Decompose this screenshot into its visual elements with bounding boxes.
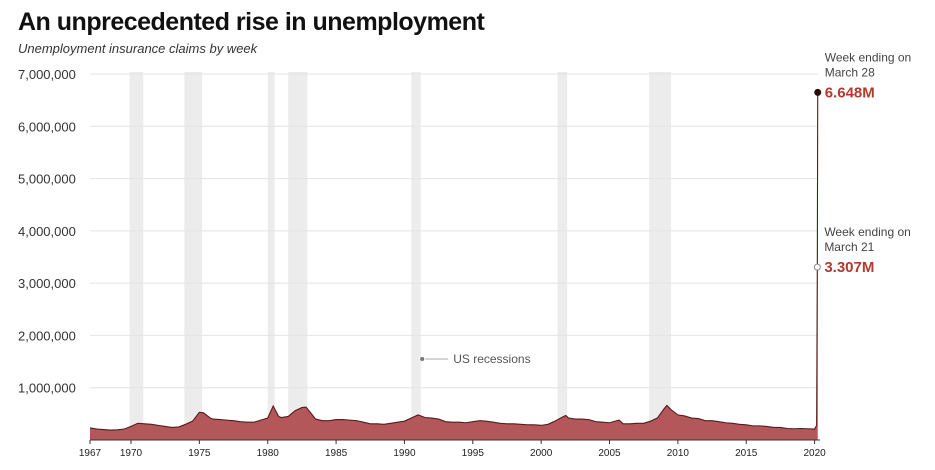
claims-area-series: [89, 92, 819, 441]
x-tick-label: 1995: [462, 448, 485, 459]
x-tick-label: 1967: [79, 448, 102, 459]
annotation-point-march21: [813, 263, 821, 271]
x-tick-label: 1985: [325, 448, 348, 459]
annotation-text-march21-line2: March 21: [824, 240, 874, 254]
annotation-value-march28: 6.648M: [825, 84, 875, 101]
recession-band-4: [411, 72, 421, 440]
chart-subtitle: Unemployment insurance claims by week: [18, 41, 258, 56]
annotation-point-march28: [814, 88, 822, 96]
annotation-text-march28-line2: March 28: [825, 65, 875, 79]
y-tick-label: 1,000,000: [18, 381, 76, 396]
y-tick-label: 2,000,000: [18, 328, 76, 343]
recession-band-6: [649, 72, 672, 440]
y-tick-label: 4,000,000: [18, 224, 76, 239]
x-tick-label: 2010: [667, 448, 690, 459]
annotation-text-march21-line1: Week ending on: [824, 225, 911, 239]
recession-band-5: [557, 72, 568, 440]
chart-title: An unprecedented rise in unemployment: [18, 8, 485, 36]
y-tick-label: 7,000,000: [18, 67, 76, 82]
y-tick-label: 3,000,000: [18, 276, 76, 291]
x-tick-label: 2015: [735, 448, 758, 459]
y-tick-label: 6,000,000: [18, 119, 76, 134]
annotation-text-march28-line1: Week ending on: [825, 50, 912, 64]
recession-label: US recessions: [453, 352, 530, 366]
axes: 1,000,000 2,000,000 3,000,000 4,000,000 5,00…: [18, 67, 826, 459]
x-tick-label: 1970: [120, 448, 143, 459]
recession-band-1: [184, 72, 203, 440]
recession-label-dot: [420, 356, 425, 361]
recession-band-2: [267, 72, 275, 440]
x-tick-label: 1975: [188, 448, 211, 459]
recession-bands: [129, 72, 672, 440]
y-tick-label: 5,000,000: [18, 172, 76, 187]
x-tick-label: 2000: [530, 448, 553, 459]
annotation-value-march21: 3.307M: [824, 259, 874, 276]
x-tick-label: 2005: [598, 448, 621, 459]
claims-line: [89, 92, 819, 431]
y-gridlines: [90, 73, 818, 389]
recession-band-3: [288, 72, 308, 440]
recession-band-0: [129, 72, 144, 440]
x-tick-label: 2020: [803, 448, 826, 459]
x-tick-label: 1990: [393, 448, 416, 459]
x-tick-label: 1980: [257, 448, 280, 459]
